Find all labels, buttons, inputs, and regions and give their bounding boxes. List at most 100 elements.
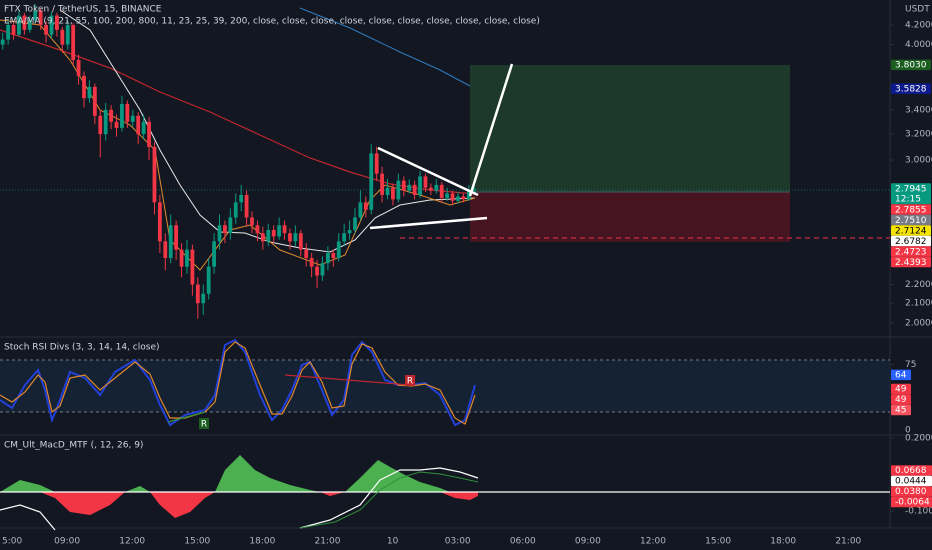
candle-body [71, 25, 76, 60]
candle-body [423, 176, 428, 188]
candle-body [418, 176, 422, 195]
candle-body [190, 249, 195, 285]
time-label: 09:00 [54, 537, 80, 547]
candle-body [466, 190, 471, 200]
time-label: 06:00 [510, 537, 536, 547]
candle-body [87, 86, 92, 99]
stoch-title: Stoch RSI Divs (3, 3, 14, 14, close) [4, 343, 160, 353]
candle-body [168, 225, 173, 259]
price-tag [891, 496, 932, 508]
price-tag [891, 394, 911, 405]
candles [0, 4, 477, 319]
candle-body [98, 115, 103, 135]
countdown: 12:15 [895, 194, 921, 204]
price-tag [891, 486, 932, 497]
price-tag-label: 2.7124 [895, 226, 927, 236]
divergence-label: R [407, 377, 413, 387]
price-tag-label: 2.4723 [895, 247, 927, 257]
stoch-k [0, 338, 476, 427]
candle-body [260, 233, 265, 242]
candle-body [412, 184, 417, 195]
divergence-badge [199, 418, 209, 429]
hist-up [0, 480, 55, 492]
candle-body [396, 180, 401, 200]
candle-body [385, 187, 390, 195]
time-label: 15:00 [705, 537, 731, 547]
projection-line[interactable] [468, 63, 514, 197]
candle-body [250, 217, 254, 226]
divergence-badge [405, 375, 415, 386]
hist-down [40, 492, 125, 515]
price-tag [891, 59, 931, 71]
price-tag-label: 64 [895, 371, 907, 381]
candle-body [277, 225, 282, 237]
candle-body [38, 10, 43, 26]
candle-body [92, 86, 97, 116]
candle-body [401, 180, 406, 191]
price-tag [891, 235, 931, 247]
time-label: 5:00 [2, 537, 22, 547]
candle-body [76, 59, 81, 76]
candle-body [82, 75, 86, 99]
y-tick-label: 75 [905, 360, 916, 370]
candle-body [428, 187, 433, 191]
price-tag [891, 204, 931, 215]
candle-body [320, 263, 325, 276]
candle-body [445, 193, 450, 198]
candle-body [233, 202, 238, 218]
candle-body [125, 103, 130, 122]
price-tag-label: 3.8030 [895, 61, 927, 71]
y-tick-label: 2.2000 [905, 280, 932, 290]
divergence-line [167, 411, 206, 423]
price-tag [891, 383, 911, 395]
candle-body [60, 29, 65, 45]
price-tag-label: 2.6782 [895, 237, 927, 247]
ma-white [59, 9, 476, 253]
candle-body [11, 25, 16, 35]
price-tag-label: -0.0064 [895, 498, 930, 508]
profit-zone[interactable] [470, 65, 790, 192]
candle-body [363, 202, 368, 210]
candle-body [353, 217, 357, 231]
candle-body [336, 241, 341, 259]
candle-body [174, 225, 179, 250]
candle-body [55, 15, 59, 30]
currency: USDT [905, 5, 930, 15]
candle-body [369, 153, 374, 210]
time-label: 03:00 [445, 537, 471, 547]
loss-zone[interactable] [470, 192, 790, 242]
candle-body [109, 109, 113, 122]
y-tick-label: 4.0000 [905, 40, 932, 50]
y-tick-label: 3.0000 [905, 156, 932, 166]
candle-body [450, 193, 455, 201]
candle-body [239, 194, 244, 203]
candle-body [44, 25, 48, 35]
candle-body [380, 173, 384, 195]
time-label: 21:00 [315, 537, 341, 547]
time-label: 15:00 [184, 537, 210, 547]
hist-up [345, 460, 450, 492]
trendline[interactable] [377, 146, 479, 197]
candle-body [358, 202, 363, 218]
candle-body [439, 184, 444, 198]
candle-body [342, 233, 347, 242]
time-label: 10 [387, 537, 399, 547]
price-tag [891, 465, 932, 476]
candle-body [461, 196, 466, 200]
time-label: 18:00 [770, 537, 796, 547]
signal-line [299, 471, 479, 529]
macd-histogram [0, 455, 478, 518]
candle-body [33, 10, 38, 21]
price-tag-label: 2.7855 [895, 205, 927, 215]
hist-down [150, 492, 215, 518]
candle-body [391, 187, 395, 200]
candle-body [293, 233, 298, 242]
candle-body [456, 196, 460, 201]
y-tick-label: 0.2000 [905, 434, 932, 444]
macd-line [299, 467, 479, 529]
time-label: 09:00 [575, 537, 601, 547]
trendline[interactable] [369, 216, 488, 230]
